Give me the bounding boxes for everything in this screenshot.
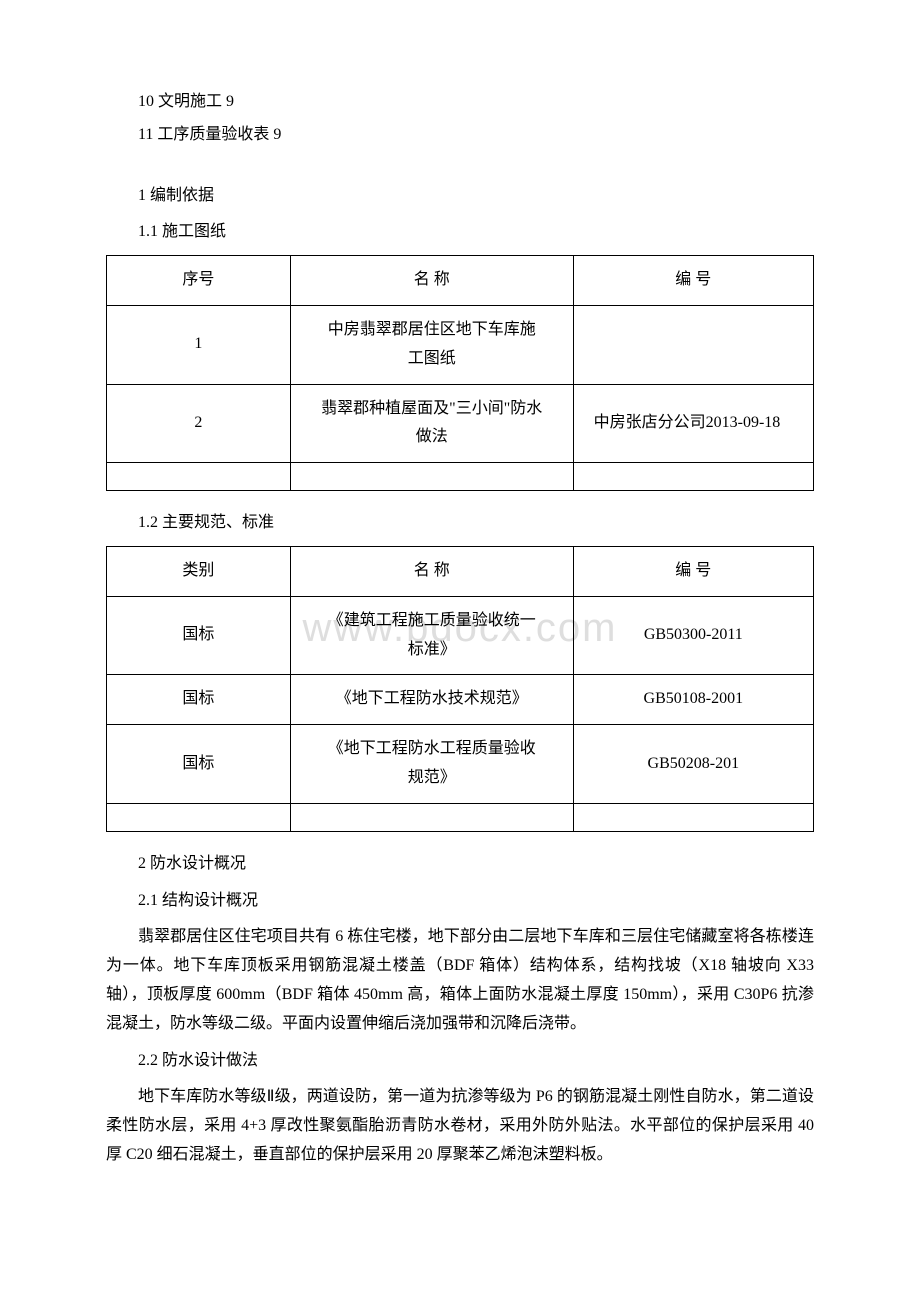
section-1-1-heading: 1.1 施工图纸 xyxy=(106,218,814,247)
table-header-cell: 编 号 xyxy=(573,546,813,596)
toc-line-2: 11 工序质量验收表 9 xyxy=(106,121,814,150)
table-cell: GB50300-2011 xyxy=(573,596,813,675)
table-cell: 1 xyxy=(107,305,291,384)
table-header-cell: 序号 xyxy=(107,256,291,306)
section-2-heading: 2 防水设计概况 xyxy=(106,850,814,879)
table-header-cell: 类别 xyxy=(107,546,291,596)
section-2-2-para: 地下车库防水等级Ⅱ级，两道设防，第一道为抗渗等级为 P6 的钢筋混凝土刚性自防水… xyxy=(106,1083,814,1169)
section-1-2-heading: 1.2 主要规范、标准 xyxy=(106,509,814,538)
table-cell xyxy=(107,803,291,831)
section-2-1-heading: 2.1 结构设计概况 xyxy=(106,887,814,916)
table-cell: 中房翡翠郡居住区地下车库施工图纸 xyxy=(290,305,573,384)
table-cell: 国标 xyxy=(107,725,291,804)
table-header-cell: 编 号 xyxy=(573,256,813,306)
table-cell xyxy=(573,463,813,491)
table-row: 国标 《地下工程防水技术规范》 GB50108-2001 xyxy=(107,675,814,725)
table-cell: GB50208-201 xyxy=(573,725,813,804)
table-header-cell: 名 称 xyxy=(290,256,573,306)
table-row xyxy=(107,463,814,491)
section-2-2-heading: 2.2 防水设计做法 xyxy=(106,1047,814,1076)
table-row xyxy=(107,803,814,831)
table-cell xyxy=(573,803,813,831)
table-cell: GB50108-2001 xyxy=(573,675,813,725)
table-row: 序号 名 称 编 号 xyxy=(107,256,814,306)
table-cell xyxy=(107,463,291,491)
table-row: 1 中房翡翠郡居住区地下车库施工图纸 xyxy=(107,305,814,384)
table-header-cell: 名 称 xyxy=(290,546,573,596)
table-row: 国标 《地下工程防水工程质量验收规范》 GB50208-201 xyxy=(107,725,814,804)
table-cell: 2 xyxy=(107,384,291,463)
table-cell: 《地下工程防水工程质量验收规范》 xyxy=(290,725,573,804)
table-row: 国标 《建筑工程施工质量验收统一标准》 GB50300-2011 xyxy=(107,596,814,675)
table-cell: 《建筑工程施工质量验收统一标准》 xyxy=(290,596,573,675)
table-cell xyxy=(290,803,573,831)
table-cell: 《地下工程防水技术规范》 xyxy=(290,675,573,725)
table-standards: 类别 名 称 编 号 国标 《建筑工程施工质量验收统一标准》 GB50300-2… xyxy=(106,546,814,832)
table-cell xyxy=(290,463,573,491)
table-cell xyxy=(573,305,813,384)
table-row: 2 翡翠郡种植屋面及"三小间"防水做法 中房张店分公司2013-09-18 xyxy=(107,384,814,463)
section-2-1-para: 翡翠郡居住区住宅项目共有 6 栋住宅楼，地下部分由二层地下车库和三层住宅储藏室将… xyxy=(106,923,814,1038)
table-drawings: 序号 名 称 编 号 1 中房翡翠郡居住区地下车库施工图纸 2 翡翠郡种植屋面及… xyxy=(106,255,814,491)
table-cell: 翡翠郡种植屋面及"三小间"防水做法 xyxy=(290,384,573,463)
table-cell: 国标 xyxy=(107,675,291,725)
section-1-heading: 1 编制依据 xyxy=(106,182,814,211)
table-cell: 中房张店分公司2013-09-18 xyxy=(573,384,813,463)
table-cell: 国标 xyxy=(107,596,291,675)
table-row: 类别 名 称 编 号 xyxy=(107,546,814,596)
toc-line-1: 10 文明施工 9 xyxy=(106,88,814,117)
